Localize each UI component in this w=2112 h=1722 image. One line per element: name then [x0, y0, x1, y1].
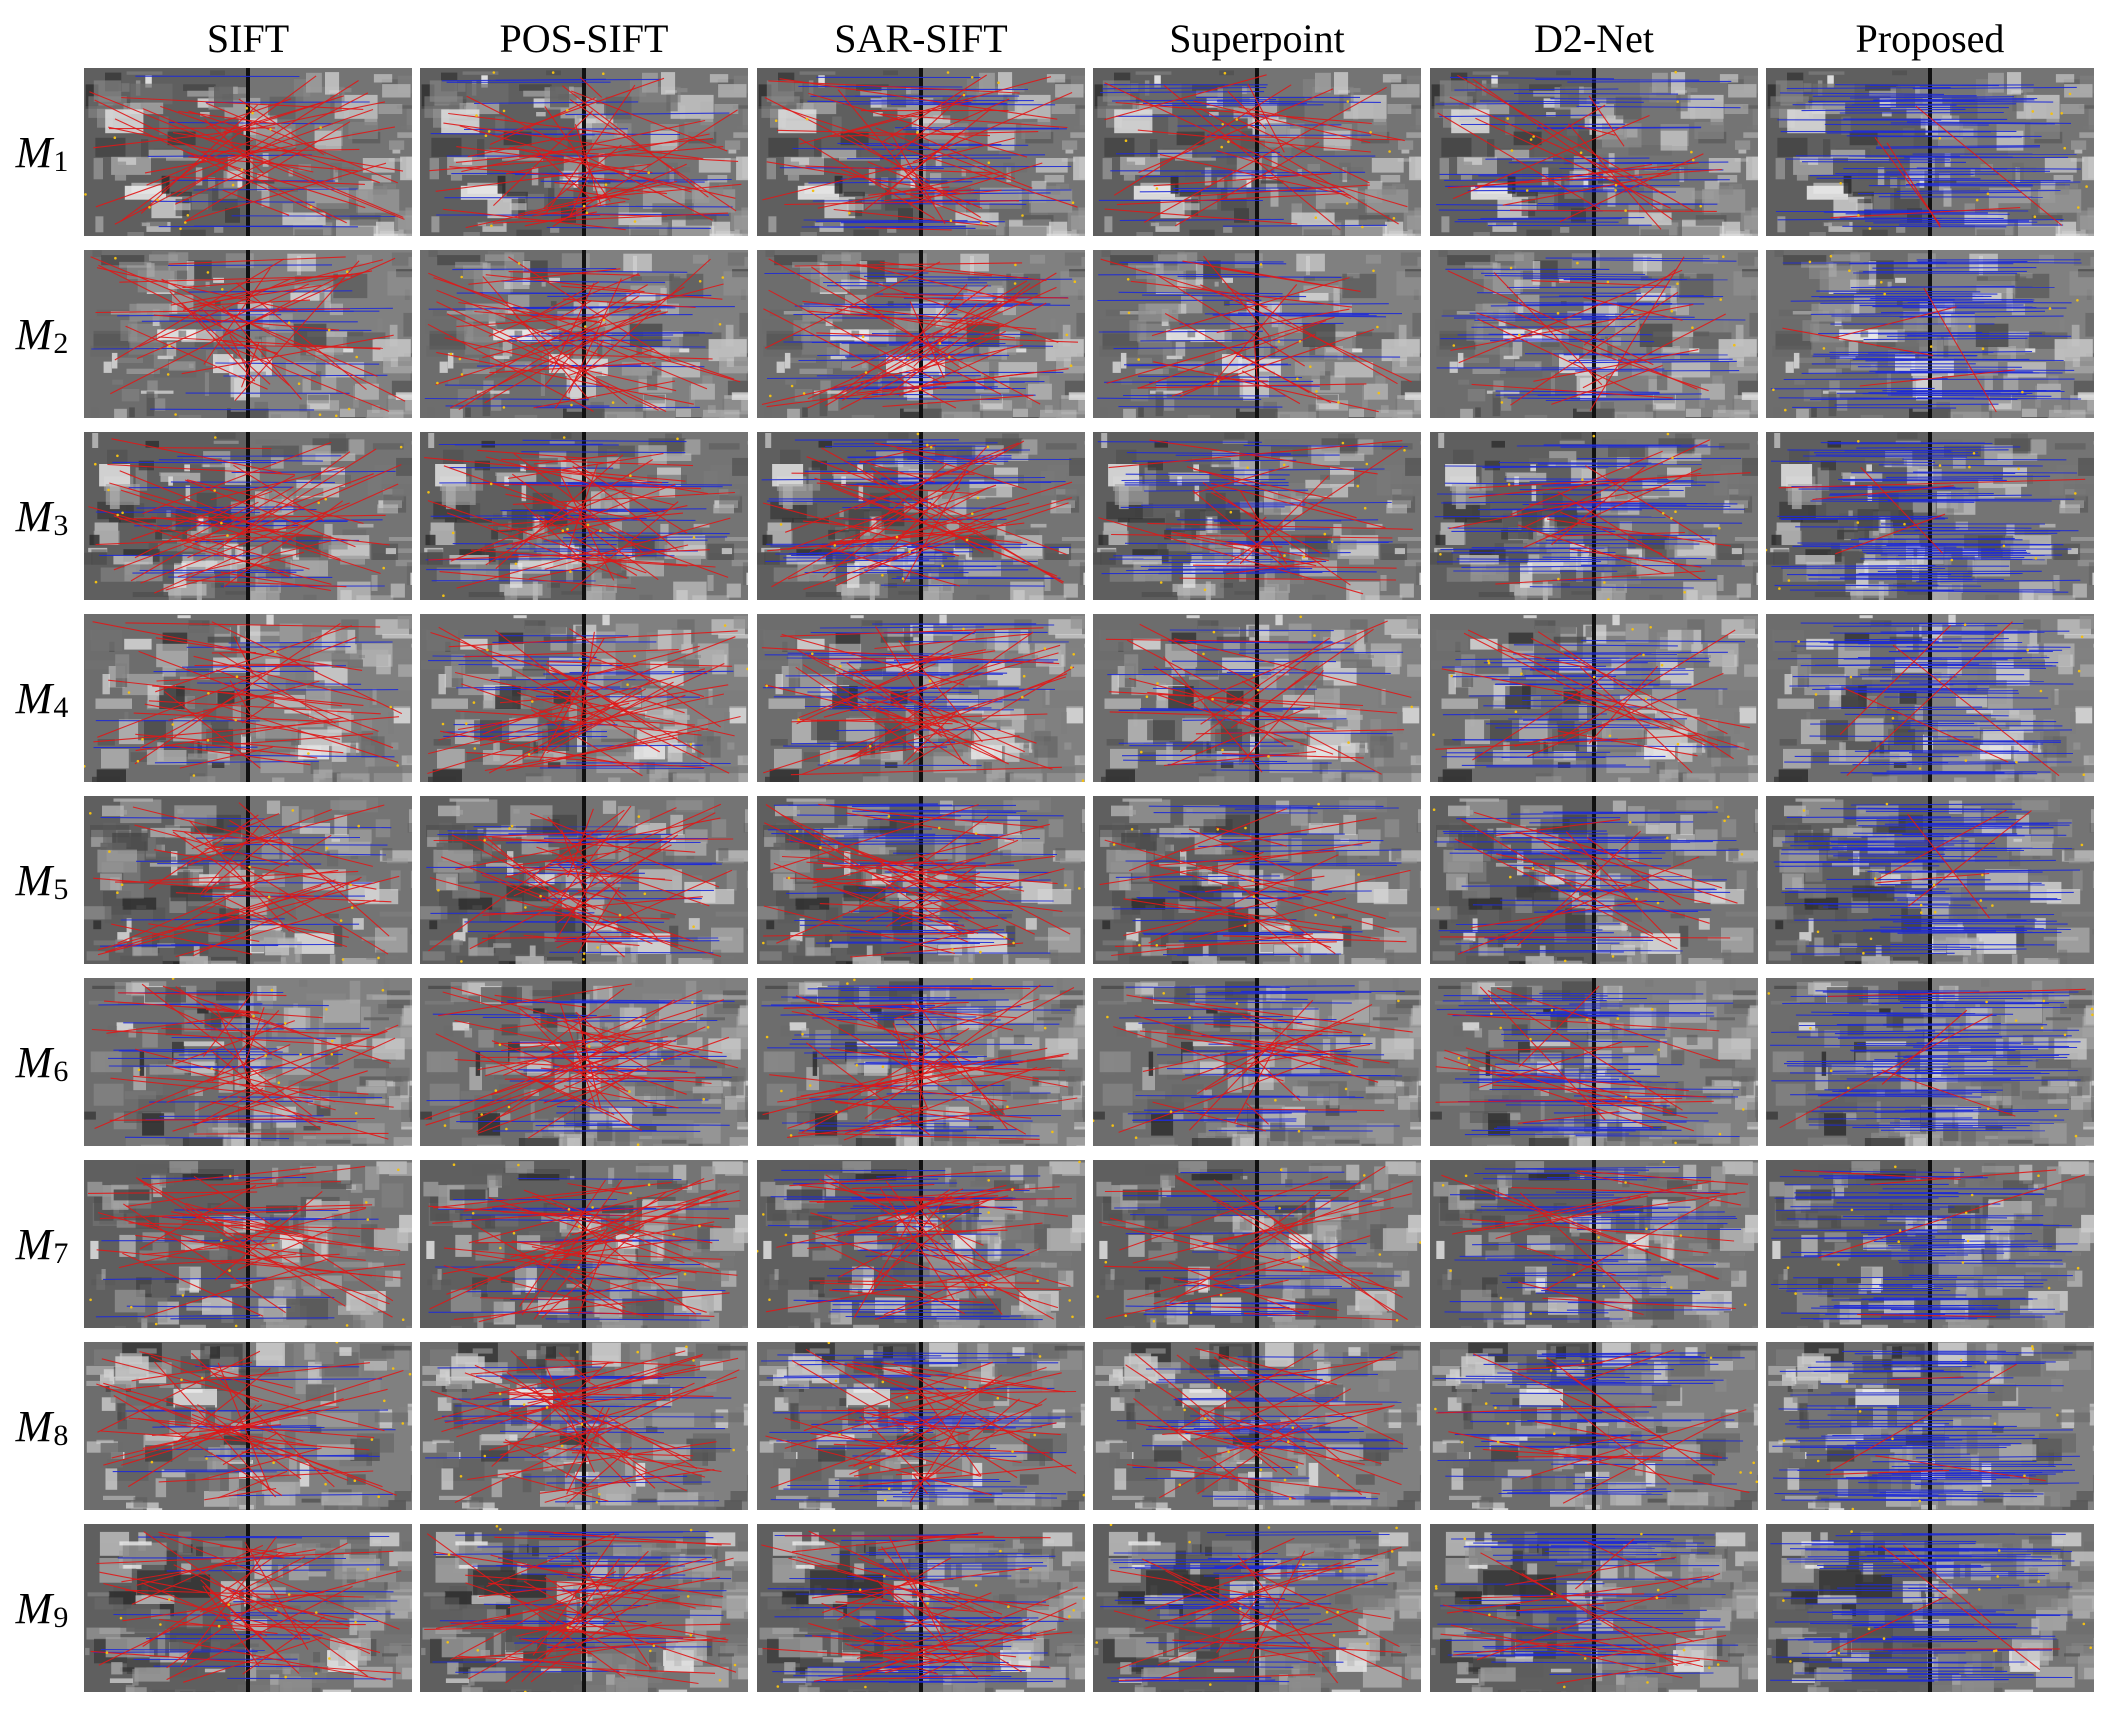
row-label-subscript: 2	[53, 327, 69, 360]
match-panel-m1-d2-net	[1430, 68, 1758, 236]
match-panel-m2-sift	[84, 250, 412, 418]
match-panel-m5-sift	[84, 796, 412, 964]
row-label-subscript: 3	[53, 509, 69, 542]
match-panel-m1-sift	[84, 68, 412, 236]
match-panel-m8-pos-sift	[420, 1342, 748, 1510]
match-panel-m9-sift	[84, 1524, 412, 1692]
match-panel-m4-sar-sift	[757, 614, 1085, 782]
match-panel-m9-sar-sift	[757, 1524, 1085, 1692]
match-panel-m8-d2-net	[1430, 1342, 1758, 1510]
method-header-proposed: Proposed	[1855, 15, 2005, 61]
row-label-subscript: 6	[53, 1055, 69, 1088]
match-panel-m7-proposed	[1766, 1160, 2094, 1328]
match-panel-m2-sar-sift	[757, 250, 1085, 418]
row-label-base: M	[15, 1583, 53, 1633]
match-panel-m9-superpoint	[1093, 1524, 1421, 1692]
row-label-base: M	[15, 1401, 53, 1451]
row-label-subscript: 9	[53, 1601, 69, 1634]
match-panel-m4-sift	[84, 614, 412, 782]
match-panel-m7-sar-sift	[757, 1160, 1085, 1328]
match-panel-m1-pos-sift	[420, 68, 748, 236]
match-panel-m9-d2-net	[1430, 1524, 1758, 1692]
match-panel-m6-d2-net	[1430, 978, 1758, 1146]
match-panel-m4-proposed	[1766, 614, 2094, 782]
match-panel-m7-pos-sift	[420, 1160, 748, 1328]
match-panel-m6-sift	[84, 978, 412, 1146]
match-panel-m4-superpoint	[1093, 614, 1421, 782]
match-panel-m8-sar-sift	[757, 1342, 1085, 1510]
match-panel-m5-proposed	[1766, 796, 2094, 964]
match-panel-m3-sift	[84, 432, 412, 600]
match-panel-m3-superpoint	[1093, 432, 1421, 600]
match-panel-m2-superpoint	[1093, 250, 1421, 418]
match-panel-m6-sar-sift	[757, 978, 1085, 1146]
method-header-sar-sift: SAR-SIFT	[834, 15, 1008, 61]
row-label-base: M	[15, 127, 53, 177]
match-panel-m3-sar-sift	[757, 432, 1085, 600]
match-panel-m6-proposed	[1766, 978, 2094, 1146]
match-panel-m2-d2-net	[1430, 250, 1758, 418]
method-header-sift: SIFT	[206, 15, 290, 61]
method-header-superpoint: Superpoint	[1169, 15, 1345, 61]
row-label-base: M	[15, 491, 53, 541]
match-panel-m7-superpoint	[1093, 1160, 1421, 1328]
match-panel-m8-superpoint	[1093, 1342, 1421, 1510]
row-label-base: M	[15, 1219, 53, 1269]
match-panel-m3-proposed	[1766, 432, 2094, 600]
match-panel-m1-sar-sift	[757, 68, 1085, 236]
row-label-base: M	[15, 309, 53, 359]
match-panel-m3-d2-net	[1430, 432, 1758, 600]
row-label-subscript: 7	[53, 1237, 69, 1270]
row-label-subscript: 5	[53, 873, 69, 906]
method-header-pos-sift: POS-SIFT	[499, 15, 669, 61]
match-panel-m5-d2-net	[1430, 796, 1758, 964]
match-panel-m8-proposed	[1766, 1342, 2094, 1510]
match-panel-m1-proposed	[1766, 68, 2094, 236]
match-panel-m6-pos-sift	[420, 978, 748, 1146]
method-header-d2-net: D2-Net	[1534, 15, 1654, 61]
match-panel-m1-superpoint	[1093, 68, 1421, 236]
row-label-subscript: 1	[53, 145, 69, 178]
match-panel-m7-sift	[84, 1160, 412, 1328]
match-panel-m3-pos-sift	[420, 432, 748, 600]
match-panel-m8-sift	[84, 1342, 412, 1510]
row-label-base: M	[15, 855, 53, 905]
match-panel-m2-pos-sift	[420, 250, 748, 418]
row-label-base: M	[15, 1037, 53, 1087]
match-panel-m9-proposed	[1766, 1524, 2094, 1692]
match-panel-m5-pos-sift	[420, 796, 748, 964]
match-panel-m5-sar-sift	[757, 796, 1085, 964]
match-panel-m2-proposed	[1766, 250, 2094, 418]
match-panel-m6-superpoint	[1093, 978, 1421, 1146]
match-panel-m5-superpoint	[1093, 796, 1421, 964]
match-panel-m7-d2-net	[1430, 1160, 1758, 1328]
row-label-base: M	[15, 673, 53, 723]
row-label-subscript: 4	[53, 691, 69, 724]
match-panel-m9-pos-sift	[420, 1524, 748, 1692]
row-label-subscript: 8	[53, 1419, 69, 1452]
match-panel-m4-pos-sift	[420, 614, 748, 782]
match-panel-m4-d2-net	[1430, 614, 1758, 782]
